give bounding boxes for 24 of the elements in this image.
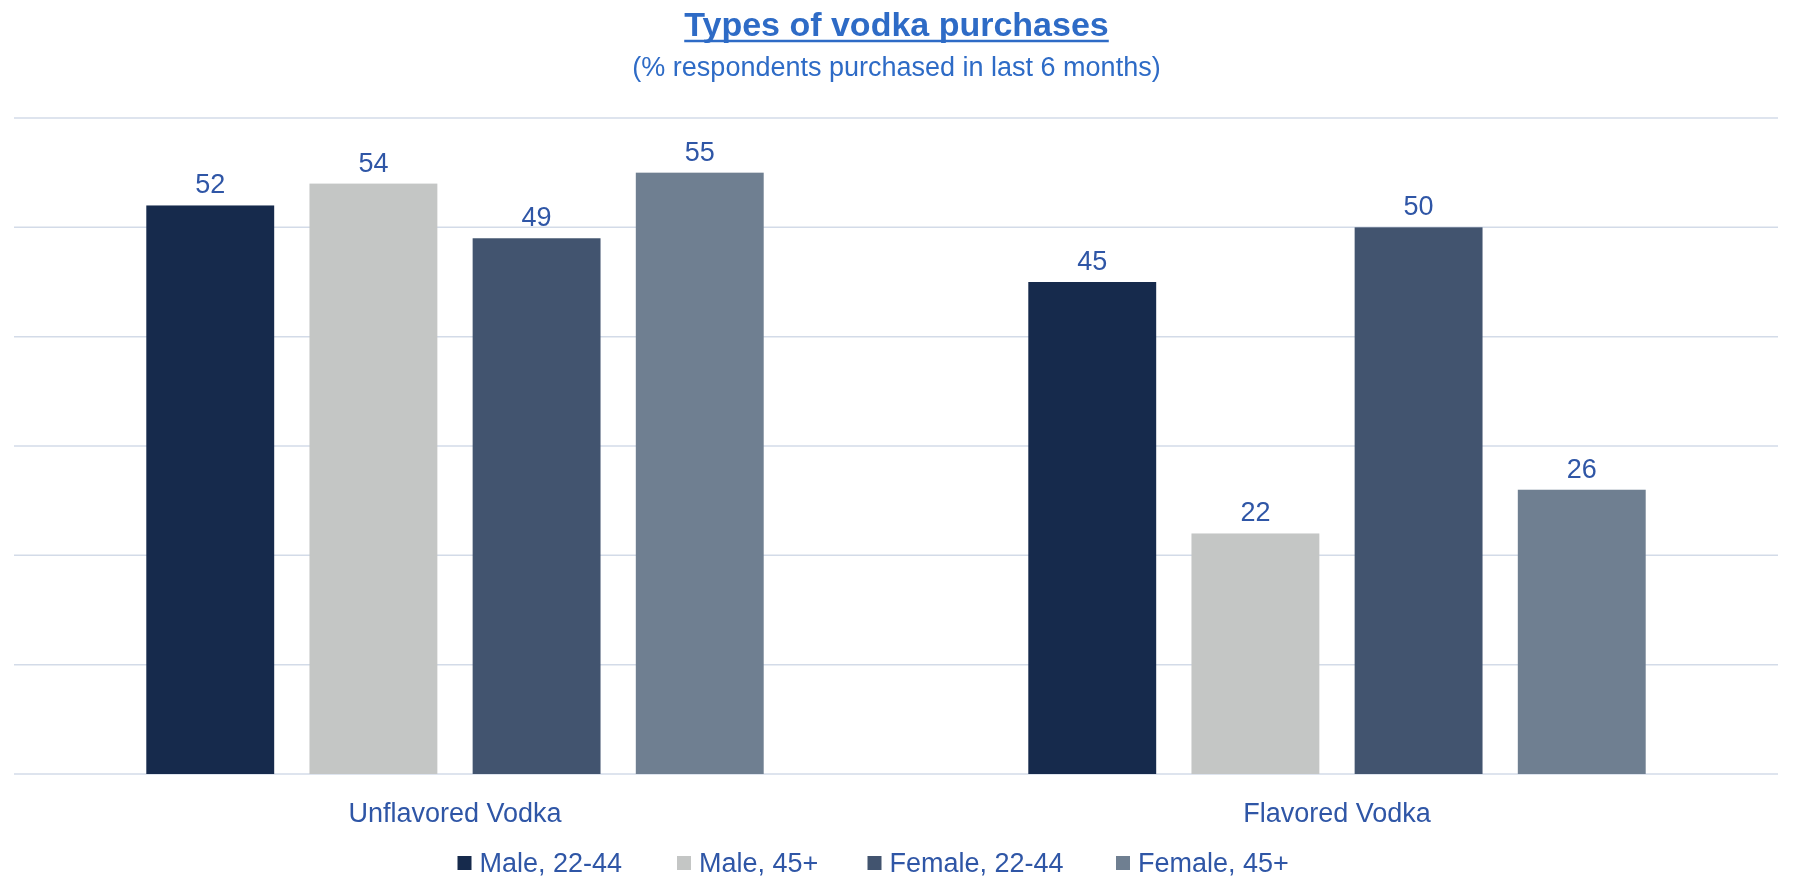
bar — [1517, 489, 1646, 774]
bar — [1028, 282, 1157, 774]
data-label: 26 — [1566, 453, 1597, 484]
chart-subtitle: (% respondents purchased in last 6 months) — [632, 52, 1161, 82]
x-tick-label: Flavored Vodka — [1243, 798, 1432, 828]
bar — [309, 183, 438, 774]
bar — [1191, 533, 1320, 774]
chart-title: Types of vodka purchases — [684, 5, 1109, 43]
bar — [1354, 227, 1483, 774]
data-label: 50 — [1403, 191, 1434, 222]
legend-label: Female, 45+ — [1138, 848, 1289, 878]
bar — [472, 238, 601, 774]
bar — [146, 205, 275, 774]
legend-label: Male, 45+ — [699, 848, 819, 878]
data-label: 22 — [1240, 497, 1271, 528]
data-label: 49 — [521, 202, 552, 233]
data-label: 52 — [195, 169, 226, 200]
bar — [635, 172, 764, 774]
data-label: 55 — [684, 136, 715, 167]
data-label: 54 — [358, 147, 389, 178]
x-tick-label: Unflavored Vodka — [348, 798, 563, 828]
legend-label: Male, 22-44 — [479, 848, 623, 878]
legend-label: Female, 22-44 — [889, 848, 1064, 878]
data-label: 45 — [1077, 246, 1108, 276]
